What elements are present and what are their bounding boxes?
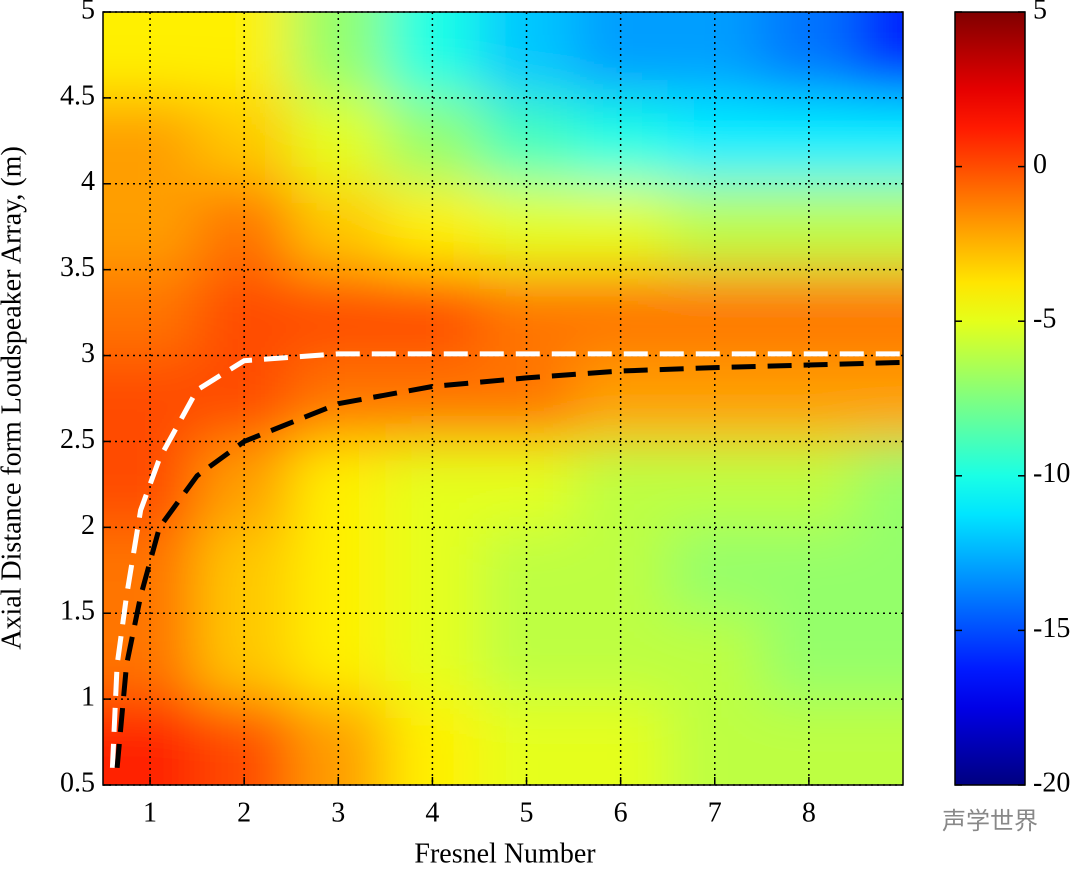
heat-cell [855,441,903,528]
heat-cell [573,441,669,528]
colorbar-tick-label: 0 [1033,149,1047,180]
heat-cell [855,269,903,357]
heat-cell [855,613,903,700]
y-tick-label: 5 [81,0,95,25]
heat-cell [291,355,386,442]
dashed-curve [109,351,903,768]
heat-cell [385,355,480,442]
colorbar-tick-label: -10 [1033,458,1070,489]
x-tick-label: 8 [802,797,816,828]
y-tick-label: 1.5 [60,596,95,627]
heat-cell [479,97,575,185]
heat-cell [855,355,903,442]
heat-cell [197,441,292,528]
colorbar-tick-label: -15 [1033,613,1070,644]
heat-cell [761,441,857,528]
heat-cell [667,613,763,700]
heat-cell [855,183,903,271]
heat-cell [103,183,198,271]
heat-cell [479,613,575,700]
x-tick-label: 7 [708,797,722,828]
colorbar-tick-label: 5 [1033,0,1047,25]
heat-cell [573,97,669,185]
heat-cell [385,441,480,528]
y-tick-label: 4 [81,166,95,197]
x-tick-label: 1 [143,797,157,828]
colorbar-tick-label: -20 [1033,767,1070,798]
heatmap-cells [103,12,903,785]
overlay: 1 2 3 4 5 6 7 8 0.5 1 1.5 2 2.5 3 3.5 4 4.5 5 -20 -15 -10 -5 0… [60,0,1070,828]
y-tick-label: 4.5 [60,80,95,111]
heat-cell [761,699,857,785]
heat-cell [855,12,903,99]
heat-cell [761,613,857,700]
colorbar [954,11,1026,786]
heat-cell [855,699,903,785]
x-axis-label: Fresnel Number [414,838,596,869]
heat-cell [197,613,292,700]
heat-cell [103,269,198,357]
heatmap [103,12,903,785]
y-tick-label: 3 [81,338,95,369]
heat-cell [291,97,386,185]
heat-cell [197,97,292,185]
heat-cell [479,441,575,528]
heat-cell [291,183,386,271]
watermark: 声学世界 [942,807,1038,835]
heat-cell [291,613,386,700]
heat-cell [479,355,575,442]
heat-cell [573,183,669,271]
y-axis-label: Axial Distance form Loudspeaker Array, (… [0,146,27,650]
heat-cell [573,613,669,700]
x-tick-label: 3 [331,797,345,828]
heat-cell [103,527,198,614]
heat-cell [667,699,763,785]
x-tick-label: 5 [520,797,534,828]
heat-cell [291,699,386,785]
heat-cell [197,183,292,271]
heat-cell [385,183,480,271]
heat-cell [291,441,386,528]
heat-cell [855,527,903,614]
heat-cell [667,97,763,185]
colorbar-tick-label: -5 [1033,304,1056,335]
y-tick-label: 2 [81,510,95,541]
heat-cell [103,12,198,99]
heat-cell [103,613,198,700]
x-tick-label: 2 [237,797,251,828]
x-tick-label: 6 [614,797,628,828]
heat-cell [103,441,198,528]
heat-cell [385,97,480,185]
heat-cell [197,699,292,785]
heat-cell [573,355,669,442]
heat-cell [667,183,763,271]
heat-cell [479,699,575,785]
heat-cell [385,699,480,785]
heat-cell [573,699,669,785]
heat-cell [103,355,198,442]
heat-cell [385,613,480,700]
heat-cell [479,183,575,271]
dashed-curve [114,359,904,769]
heat-cell [667,441,763,528]
heat-cell [103,699,198,785]
heat-cell [103,97,198,185]
x-tick-label: 4 [425,797,439,828]
y-tick-label: 1 [81,682,95,713]
y-tick-label: 0.5 [60,767,95,798]
plot-frame [102,11,904,786]
heat-cell [761,355,857,442]
y-tick-label: 2.5 [60,424,95,455]
y-tick-label: 3.5 [60,252,95,283]
heat-cell [761,97,857,185]
heat-cell [855,97,903,185]
heat-cell [761,183,857,271]
